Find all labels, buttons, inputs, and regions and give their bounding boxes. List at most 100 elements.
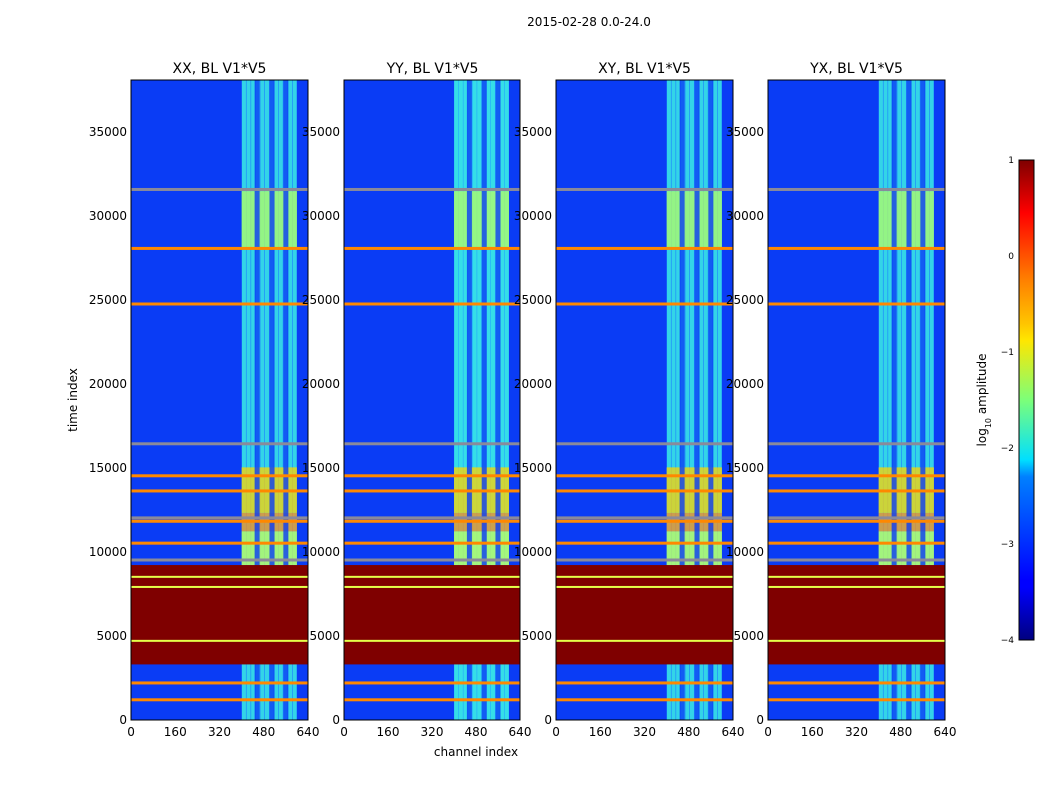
rfi-time-line — [131, 474, 308, 478]
y-tick-label: 20000 — [726, 377, 764, 391]
spectrogram-xx — [131, 80, 308, 720]
rfi-time-line — [768, 681, 945, 685]
rfi-time-line — [344, 698, 520, 702]
y-tick-label: 15000 — [302, 461, 340, 475]
saturated-band-line — [344, 639, 520, 642]
y-tick-label: 35000 — [726, 125, 764, 139]
rfi-channel-streak — [454, 80, 459, 720]
x-axis-yx: 0 160 320 480 640 — [764, 725, 956, 739]
rfi-time-line — [768, 489, 945, 493]
panel-yx: YX, BL V1*V5 0 160 320 480 640 0 5000 10… — [726, 61, 957, 739]
colorbar-label-suffix: amplitude — [975, 354, 989, 418]
rfi-time-line — [556, 541, 733, 545]
rfi-gap — [269, 80, 275, 720]
rfi-channel-streak — [463, 80, 468, 720]
rfi-time-line — [556, 698, 733, 702]
saturated-band-line — [556, 639, 733, 642]
panel-xy: XY, BL V1*V5 0 160 320 480 640 0 5000 10… — [514, 61, 745, 739]
rfi-time-line — [768, 187, 945, 191]
saturated-band-line — [131, 575, 308, 578]
rfi-channel-streak — [911, 80, 916, 720]
rfi-time-line — [131, 558, 308, 562]
y-tick-label: 25000 — [514, 293, 552, 307]
rfi-channel-streak — [671, 80, 676, 720]
rfi-time-line — [131, 698, 308, 702]
rfi-gap — [920, 80, 926, 720]
rfi-channel-streak — [713, 80, 718, 720]
saturated-band — [556, 565, 733, 665]
y-tick-label: 20000 — [302, 377, 340, 391]
rfi-time-line — [768, 516, 945, 520]
rfi-time-line — [344, 489, 520, 493]
rfi-gap — [694, 80, 700, 720]
rfi-time-line — [344, 541, 520, 545]
y-tick-label: 25000 — [726, 293, 764, 307]
rfi-time-line — [556, 474, 733, 478]
y-tick-label: 25000 — [89, 293, 127, 307]
y-tick-label: 15000 — [726, 461, 764, 475]
rfi-time-line — [556, 558, 733, 562]
rfi-block — [454, 191, 509, 249]
rfi-gap — [283, 80, 289, 720]
rfi-channel-streak — [878, 80, 883, 720]
rfi-time-line — [768, 246, 945, 250]
rfi-time-line — [768, 698, 945, 702]
saturated-band-line — [344, 575, 520, 578]
y-tick-label: 35000 — [89, 125, 127, 139]
saturated-band-line — [556, 585, 733, 588]
rfi-channel-streak — [915, 80, 920, 720]
colorbar-label-prefix: log — [975, 428, 989, 446]
saturated-band-line — [131, 585, 308, 588]
rfi-time-line — [344, 442, 520, 446]
panel-title-yy: YY, BL V1*V5 — [386, 61, 479, 77]
rfi-channel-streak — [458, 80, 463, 720]
rfi-channel-streak — [288, 80, 293, 720]
y-axis-yx: 0 5000 10000 15000 20000 25000 30000 350… — [726, 125, 764, 727]
rfi-channel-streak — [717, 80, 722, 720]
x-axis-xx: 0 160 320 480 640 — [127, 725, 319, 739]
y-tick-label: 0 — [119, 713, 127, 727]
y-tick-label: 0 — [544, 713, 552, 727]
rfi-time-line — [556, 442, 733, 446]
rfi-channel-streak — [274, 80, 279, 720]
rfi-block — [666, 191, 722, 249]
rfi-channel-streak — [477, 80, 482, 720]
colorbar-tick-label: 0 — [1008, 252, 1014, 262]
x-tick-label: 480 — [677, 725, 700, 739]
x-tick-label: 160 — [801, 725, 824, 739]
rfi-time-line — [344, 246, 520, 250]
rfi-time-line — [768, 474, 945, 478]
x-tick-label: 0 — [340, 725, 348, 739]
y-axis-yy: 0 5000 10000 15000 20000 25000 30000 350… — [302, 125, 340, 727]
x-tick-label: 320 — [633, 725, 656, 739]
rfi-time-line — [344, 474, 520, 478]
y-tick-label: 30000 — [514, 209, 552, 223]
rfi-time-line — [131, 541, 308, 545]
rfi-time-line — [344, 187, 520, 191]
y-tick-label: 20000 — [514, 377, 552, 391]
rfi-time-line — [768, 442, 945, 446]
rfi-time-line — [556, 246, 733, 250]
rfi-channel-streak — [699, 80, 704, 720]
colorbar-gradient — [1018, 159, 1035, 641]
rfi-channel-streak — [260, 80, 265, 720]
x-axis-xy: 0 160 320 480 640 — [552, 725, 744, 739]
colorbar-tick-label: 1 — [1008, 156, 1014, 166]
rfi-time-line — [344, 681, 520, 685]
rfi-time-line — [768, 558, 945, 562]
x-axis-label: channel index — [434, 745, 518, 759]
figure-title: 2015-02-28 0.0-24.0 — [527, 15, 651, 29]
y-tick-label: 10000 — [302, 545, 340, 559]
x-tick-label: 160 — [589, 725, 612, 739]
rfi-block — [241, 191, 297, 249]
rfi-channel-streak — [241, 80, 246, 720]
colorbar-tick-label: −3 — [1001, 540, 1014, 550]
rfi-gap — [679, 80, 685, 720]
x-tick-label: 160 — [164, 725, 187, 739]
plot-frame-xy — [555, 79, 734, 721]
y-tick-label: 30000 — [302, 209, 340, 223]
panel-title-xy: XY, BL V1*V5 — [598, 61, 691, 77]
rfi-time-line — [344, 516, 520, 520]
y-tick-label: 5000 — [733, 629, 764, 643]
colorbar-tick-label: −1 — [1001, 348, 1014, 358]
